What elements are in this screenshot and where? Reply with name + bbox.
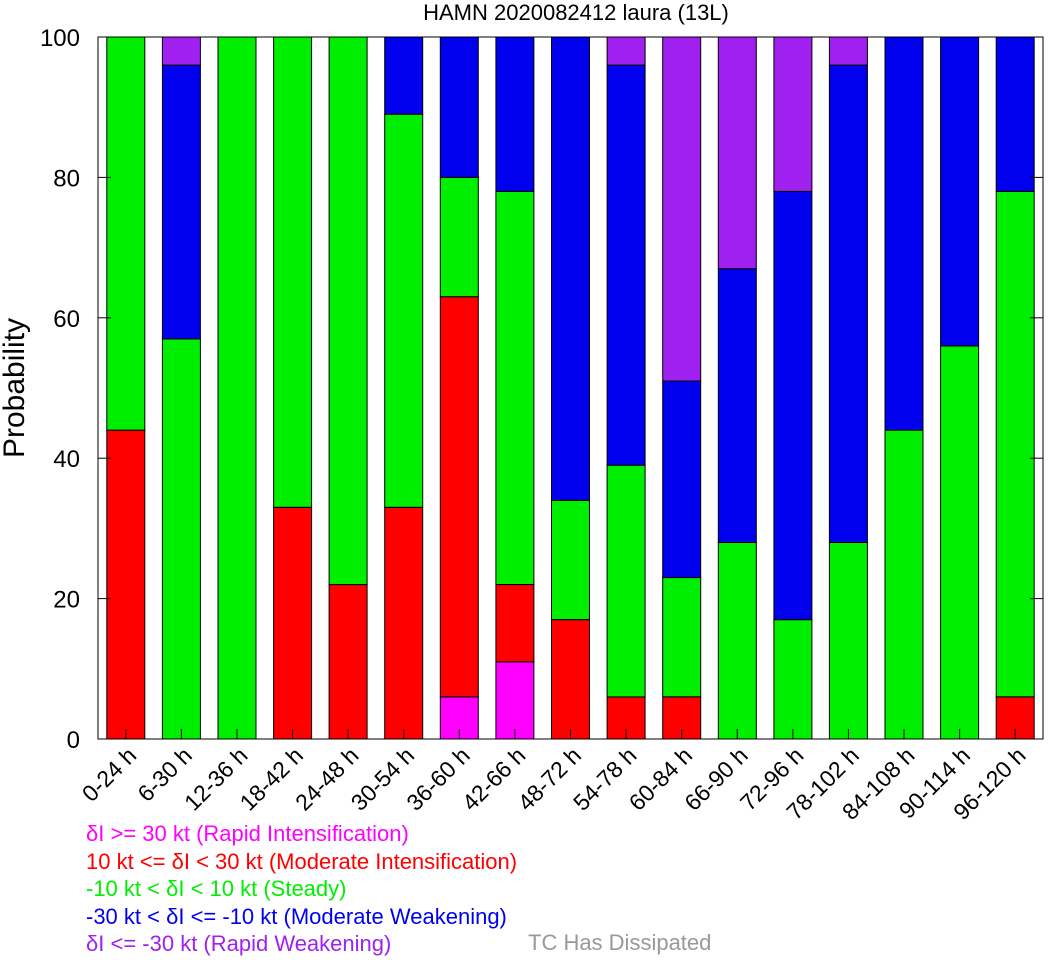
bar-segment-st-4	[273, 36, 313, 508]
bar-segment-mi-7	[439, 296, 479, 698]
bar-segment-st-6	[384, 113, 424, 508]
chart-title: HAMN 2020082412 laura (13L)	[423, 0, 729, 25]
legend-entry-moderate-weakening: -30 kt < δI <= -10 kt (Moderate Weakenin…	[86, 903, 507, 929]
bar-segment-mw-11	[662, 380, 702, 579]
y-tick-label-40: 40	[53, 446, 80, 473]
bar-segment-mw-10	[606, 64, 646, 466]
bar-segment-mi-5	[328, 584, 368, 740]
bar-segment-st-2	[161, 338, 201, 740]
legend: δI >= 30 kt (Rapid Intensification) 10 k…	[86, 820, 517, 958]
bar-segment-mw-17	[995, 36, 1035, 192]
bar-segment-st-7	[439, 176, 479, 298]
bar-segment-mi-1	[106, 429, 146, 740]
legend-entry-steady: -10 kt < δI < 10 kt (Steady)	[86, 876, 347, 901]
bar-segment-st-9	[551, 499, 590, 621]
bar-segment-mw-9	[551, 36, 590, 501]
bar-segment-mw-15	[884, 36, 924, 431]
legend-entry-rapid-weakening: δI <= -30 kt (Rapid Weakening)	[86, 931, 392, 956]
y-tick-label-80: 80	[53, 165, 80, 192]
bar-segment-st-14	[828, 541, 868, 740]
bar-segment-st-16	[940, 345, 980, 740]
bar-segment-mw-2	[161, 64, 201, 340]
bar-segment-mw-12	[717, 268, 757, 543]
bar-segment-st-3	[217, 36, 257, 740]
bar-group	[106, 36, 1035, 740]
bar-segment-st-15	[884, 429, 924, 740]
legend-entry-dissipated: TC Has Dissipated	[528, 930, 712, 955]
legend-entry-rapid-intensification: δI >= 30 kt (Rapid Intensification)	[86, 821, 409, 846]
bar-segment-mi-9	[551, 619, 590, 740]
bar-segment-st-5	[328, 36, 368, 586]
bar-segment-st-8	[495, 190, 535, 585]
bar-segment-st-11	[662, 577, 702, 698]
bar-segment-st-12	[717, 541, 757, 740]
bar-segment-mi-8	[495, 584, 535, 663]
bar-segment-mw-14	[828, 64, 868, 543]
bar-segment-rw-2	[161, 36, 201, 66]
bar-segment-mw-8	[495, 36, 535, 192]
y-tick-label-60: 60	[53, 306, 80, 333]
bar-segment-ri-8	[495, 661, 535, 740]
bar-segment-rw-14	[828, 36, 868, 66]
bar-segment-st-1	[106, 36, 146, 431]
x-tick-label-1: 0-24 h	[77, 742, 142, 807]
bar-segment-rw-13	[773, 36, 813, 192]
y-tick-label-20: 20	[53, 587, 80, 614]
legend-entry-moderate-intensification: 10 kt <= δI < 30 kt (Moderate Intensific…	[86, 848, 518, 874]
bar-segment-mw-6	[384, 36, 424, 115]
bar-segment-mi-6	[384, 506, 424, 740]
bar-segment-st-10	[606, 464, 646, 698]
bar-segment-st-17	[995, 190, 1035, 698]
bar-segment-st-13	[773, 619, 813, 740]
bar-segment-rw-10	[606, 36, 646, 66]
y-tick-label-0: 0	[67, 727, 80, 754]
bar-segment-mw-13	[773, 190, 813, 621]
bar-segment-mw-16	[940, 36, 980, 347]
bar-segment-rw-11	[662, 36, 702, 382]
bar-segment-rw-12	[717, 36, 757, 270]
y-tick-label-100: 100	[40, 25, 80, 52]
bar-segment-mw-7	[439, 36, 479, 178]
y-axis-label: Probability	[0, 318, 31, 458]
bar-segment-mi-4	[273, 506, 313, 740]
